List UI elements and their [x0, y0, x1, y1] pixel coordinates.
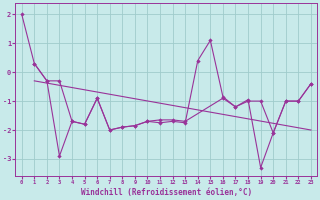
X-axis label: Windchill (Refroidissement éolien,°C): Windchill (Refroidissement éolien,°C) — [81, 188, 252, 197]
